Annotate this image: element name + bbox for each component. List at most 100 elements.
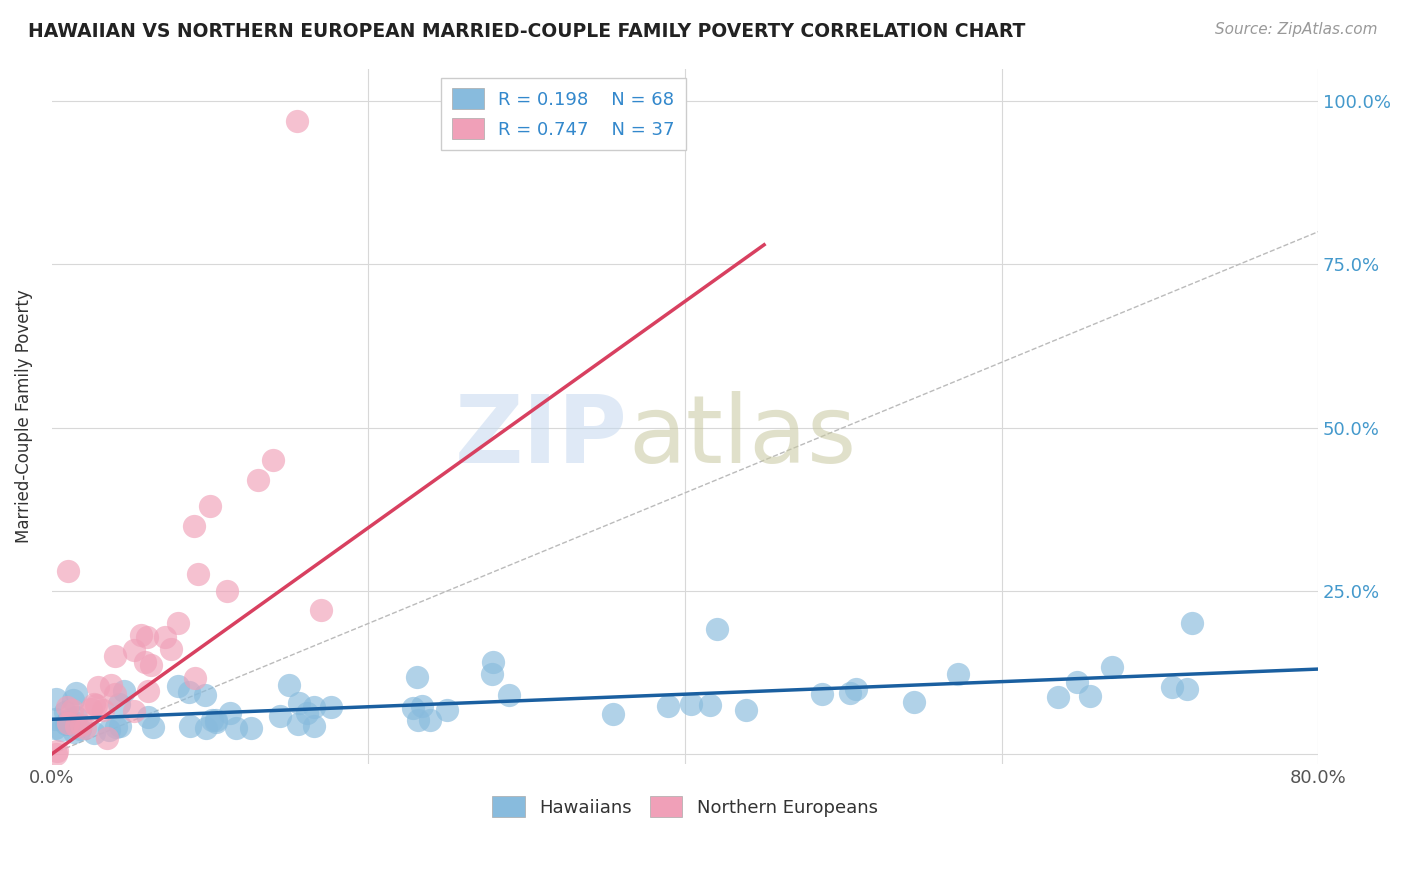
Point: [288, 696, 311, 710]
Point: [811, 688, 834, 702]
Point: [402, 700, 425, 714]
Point: [287, 717, 309, 731]
Point: [142, 721, 165, 735]
Point: [44, 712, 66, 726]
Point: [285, 113, 308, 128]
Point: [45, 691, 67, 706]
Point: [198, 499, 221, 513]
Point: [1066, 675, 1088, 690]
Point: [498, 688, 520, 702]
Point: [44, 721, 66, 735]
Point: [200, 713, 222, 727]
Point: [270, 708, 292, 723]
Point: [91, 703, 114, 717]
Point: [45, 747, 67, 761]
Point: [70, 717, 93, 731]
Point: [58, 716, 80, 731]
Point: [73, 721, 96, 735]
Point: [304, 700, 326, 714]
Point: [194, 721, 217, 735]
Point: [1078, 689, 1101, 703]
Point: [55, 717, 77, 731]
Point: [411, 699, 433, 714]
Point: [112, 683, 135, 698]
Point: [946, 666, 969, 681]
Point: [122, 704, 145, 718]
Point: [56, 564, 79, 578]
Point: [225, 721, 247, 735]
Point: [405, 670, 427, 684]
Point: [58, 713, 80, 727]
Point: [141, 657, 163, 672]
Point: [69, 723, 91, 737]
Point: [167, 679, 190, 693]
Point: [419, 713, 441, 727]
Point: [83, 697, 105, 711]
Point: [262, 453, 284, 467]
Point: [110, 719, 132, 733]
Point: [179, 719, 201, 733]
Point: [240, 721, 263, 735]
Point: [53, 705, 76, 719]
Point: [436, 702, 458, 716]
Point: [62, 692, 84, 706]
Point: [104, 687, 127, 701]
Point: [193, 688, 215, 702]
Point: [159, 642, 181, 657]
Point: [134, 655, 156, 669]
Point: [183, 518, 205, 533]
Point: [699, 698, 721, 713]
Point: [602, 706, 624, 721]
Point: [177, 685, 200, 699]
Point: [65, 686, 87, 700]
Point: [679, 697, 702, 711]
Point: [136, 683, 159, 698]
Point: [45, 744, 67, 758]
Point: [167, 616, 190, 631]
Point: [406, 713, 429, 727]
Point: [97, 723, 120, 738]
Point: [56, 715, 79, 730]
Point: [657, 698, 679, 713]
Point: [153, 630, 176, 644]
Point: [302, 719, 325, 733]
Y-axis label: Married-Couple Family Poverty: Married-Couple Family Poverty: [15, 289, 32, 543]
Point: [49, 723, 72, 738]
Text: ZIP: ZIP: [456, 391, 628, 483]
Point: [60, 703, 83, 717]
Point: [278, 678, 301, 692]
Text: HAWAIIAN VS NORTHERN EUROPEAN MARRIED-COUPLE FAMILY POVERTY CORRELATION CHART: HAWAIIAN VS NORTHERN EUROPEAN MARRIED-CO…: [28, 22, 1025, 41]
Point: [60, 714, 83, 728]
Point: [1175, 682, 1198, 697]
Point: [205, 713, 228, 727]
Point: [321, 700, 343, 714]
Point: [65, 719, 87, 733]
Point: [136, 710, 159, 724]
Point: [903, 695, 925, 709]
Point: [205, 714, 228, 729]
Point: [104, 649, 127, 664]
Point: [83, 726, 105, 740]
Point: [246, 473, 269, 487]
Point: [187, 566, 209, 581]
Point: [122, 643, 145, 657]
Point: [217, 584, 239, 599]
Point: [100, 678, 122, 692]
Point: [80, 702, 103, 716]
Point: [845, 682, 868, 697]
Point: [735, 703, 758, 717]
Point: [131, 627, 153, 641]
Point: [84, 698, 107, 712]
Point: [87, 680, 110, 694]
Point: [183, 671, 205, 685]
Point: [1101, 660, 1123, 674]
Point: [135, 630, 157, 644]
Point: [108, 697, 131, 711]
Point: [96, 731, 118, 745]
Text: atlas: atlas: [628, 391, 856, 483]
Text: Source: ZipAtlas.com: Source: ZipAtlas.com: [1215, 22, 1378, 37]
Point: [104, 720, 127, 734]
Point: [295, 706, 318, 720]
Point: [481, 655, 503, 669]
Legend: Hawaiians, Northern Europeans: Hawaiians, Northern Europeans: [485, 789, 884, 824]
